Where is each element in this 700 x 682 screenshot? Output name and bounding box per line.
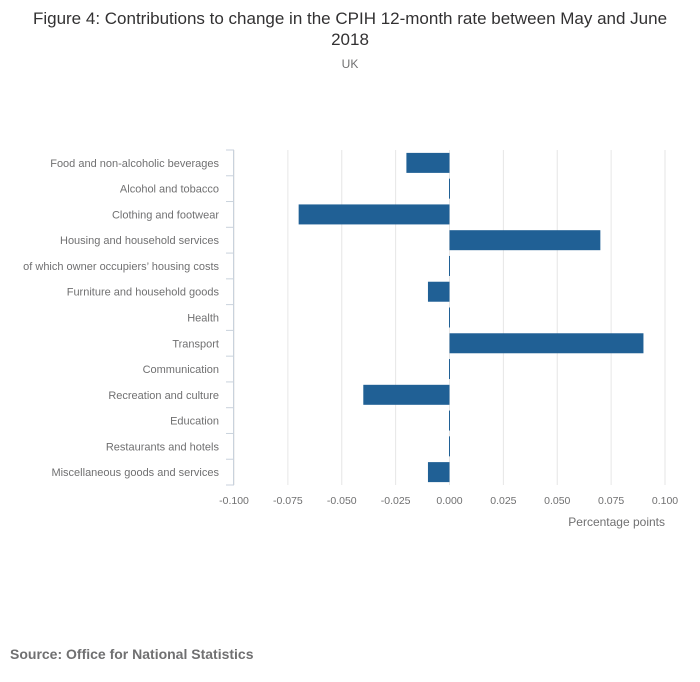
category-label: Alcohol and tobacco (120, 184, 219, 196)
bar[interactable] (298, 204, 450, 225)
chart-title: Figure 4: Contributions to change in the… (32, 9, 668, 49)
category-label: Communication (143, 364, 219, 376)
x-tick-label: -0.050 (327, 495, 357, 507)
chart-subtitle: UK (341, 57, 359, 71)
bar[interactable] (406, 152, 450, 173)
bar[interactable] (449, 230, 601, 251)
bar[interactable] (449, 410, 450, 431)
category-label: Recreation and culture (108, 390, 219, 402)
category-label: Restaurants and hotels (106, 441, 220, 453)
category-labels: Food and non-alcoholic beverages Alcohol … (23, 158, 219, 479)
bar[interactable] (427, 281, 450, 302)
x-axis-ticks: -0.100 -0.075 -0.050 -0.025 0.000 0.025 0.050 0… (219, 495, 678, 507)
category-label: Health (187, 313, 219, 325)
x-tick-label: 0.025 (490, 495, 516, 507)
bars (298, 152, 644, 483)
bar[interactable] (427, 462, 450, 483)
bar[interactable] (449, 307, 450, 328)
x-tick-label: 0.100 (652, 495, 678, 507)
bar[interactable] (449, 333, 644, 354)
x-tick-label: 0.075 (598, 495, 624, 507)
bar[interactable] (449, 436, 450, 457)
category-label: Miscellaneous goods and services (51, 467, 219, 479)
x-tick-label: 0.050 (544, 495, 570, 507)
x-tick-label: -0.075 (273, 495, 303, 507)
gridlines (226, 149, 666, 486)
bar[interactable] (449, 178, 450, 199)
bar[interactable] (363, 384, 450, 405)
bar[interactable] (449, 255, 450, 276)
category-label: Education (170, 416, 219, 428)
category-label: Transport (172, 338, 219, 350)
category-label: Clothing and footwear (112, 209, 219, 221)
category-label: Food and non-alcoholic beverages (50, 158, 219, 170)
category-label: Housing and household services (60, 235, 219, 247)
x-tick-label: -0.025 (381, 495, 411, 507)
x-tick-label: 0.000 (436, 495, 462, 507)
x-axis-title: Percentage points (568, 515, 665, 529)
source-note: Source: Office for National Statistics (10, 646, 254, 662)
category-label: Furniture and household goods (67, 287, 220, 299)
category-label: of which owner occupiers’ housing costs (23, 261, 219, 273)
bar[interactable] (449, 359, 450, 380)
x-tick-label: -0.100 (219, 495, 249, 507)
